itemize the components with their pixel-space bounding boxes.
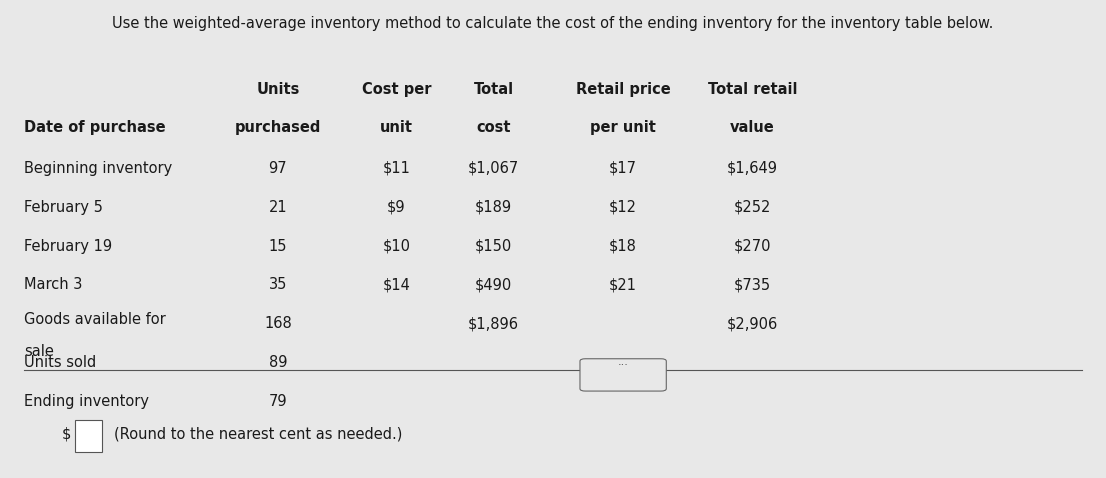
Text: purchased: purchased xyxy=(234,120,321,135)
Text: Goods available for: Goods available for xyxy=(24,312,166,326)
Text: $17: $17 xyxy=(609,161,637,175)
Text: Ending inventory: Ending inventory xyxy=(24,394,149,409)
Text: $490: $490 xyxy=(476,278,512,293)
Text: March 3: March 3 xyxy=(24,278,83,293)
Text: cost: cost xyxy=(477,120,511,135)
Text: $150: $150 xyxy=(476,239,512,253)
Text: $1,649: $1,649 xyxy=(727,161,779,175)
Text: value: value xyxy=(730,120,775,135)
Text: unit: unit xyxy=(380,120,413,135)
Text: 21: 21 xyxy=(269,199,288,215)
Text: $14: $14 xyxy=(383,278,410,293)
Text: February 5: February 5 xyxy=(24,199,103,215)
FancyBboxPatch shape xyxy=(580,359,666,391)
FancyBboxPatch shape xyxy=(75,420,102,452)
Text: 168: 168 xyxy=(264,316,292,331)
Text: 35: 35 xyxy=(269,278,288,293)
Text: Use the weighted-average inventory method to calculate the cost of the ending in: Use the weighted-average inventory metho… xyxy=(113,16,993,31)
Text: 89: 89 xyxy=(269,356,288,370)
Text: (Round to the nearest cent as needed.): (Round to the nearest cent as needed.) xyxy=(114,426,403,441)
Text: Beginning inventory: Beginning inventory xyxy=(24,161,173,175)
Text: Total retail: Total retail xyxy=(708,82,797,97)
Text: $252: $252 xyxy=(734,199,771,215)
Text: 15: 15 xyxy=(269,239,288,253)
Text: $18: $18 xyxy=(609,239,637,253)
Text: Total: Total xyxy=(473,82,513,97)
Text: sale: sale xyxy=(24,344,54,359)
Text: $1,896: $1,896 xyxy=(468,316,519,331)
Text: $9: $9 xyxy=(387,199,406,215)
Text: Date of purchase: Date of purchase xyxy=(24,120,166,135)
Text: $21: $21 xyxy=(609,278,637,293)
Text: 79: 79 xyxy=(269,394,288,409)
Text: $189: $189 xyxy=(476,199,512,215)
Text: $10: $10 xyxy=(383,239,410,253)
Text: Units sold: Units sold xyxy=(24,356,96,370)
Text: per unit: per unit xyxy=(591,120,656,135)
Text: Cost per: Cost per xyxy=(362,82,431,97)
Text: $11: $11 xyxy=(383,161,410,175)
Text: $735: $735 xyxy=(734,278,771,293)
Text: $1,067: $1,067 xyxy=(468,161,520,175)
Text: $: $ xyxy=(62,426,72,441)
Text: Units: Units xyxy=(257,82,300,97)
Text: 97: 97 xyxy=(269,161,288,175)
Text: $12: $12 xyxy=(609,199,637,215)
Text: $270: $270 xyxy=(734,239,771,253)
Text: ···: ··· xyxy=(617,360,628,370)
Text: February 19: February 19 xyxy=(24,239,113,253)
Text: Retail price: Retail price xyxy=(576,82,670,97)
Text: $2,906: $2,906 xyxy=(727,316,779,331)
